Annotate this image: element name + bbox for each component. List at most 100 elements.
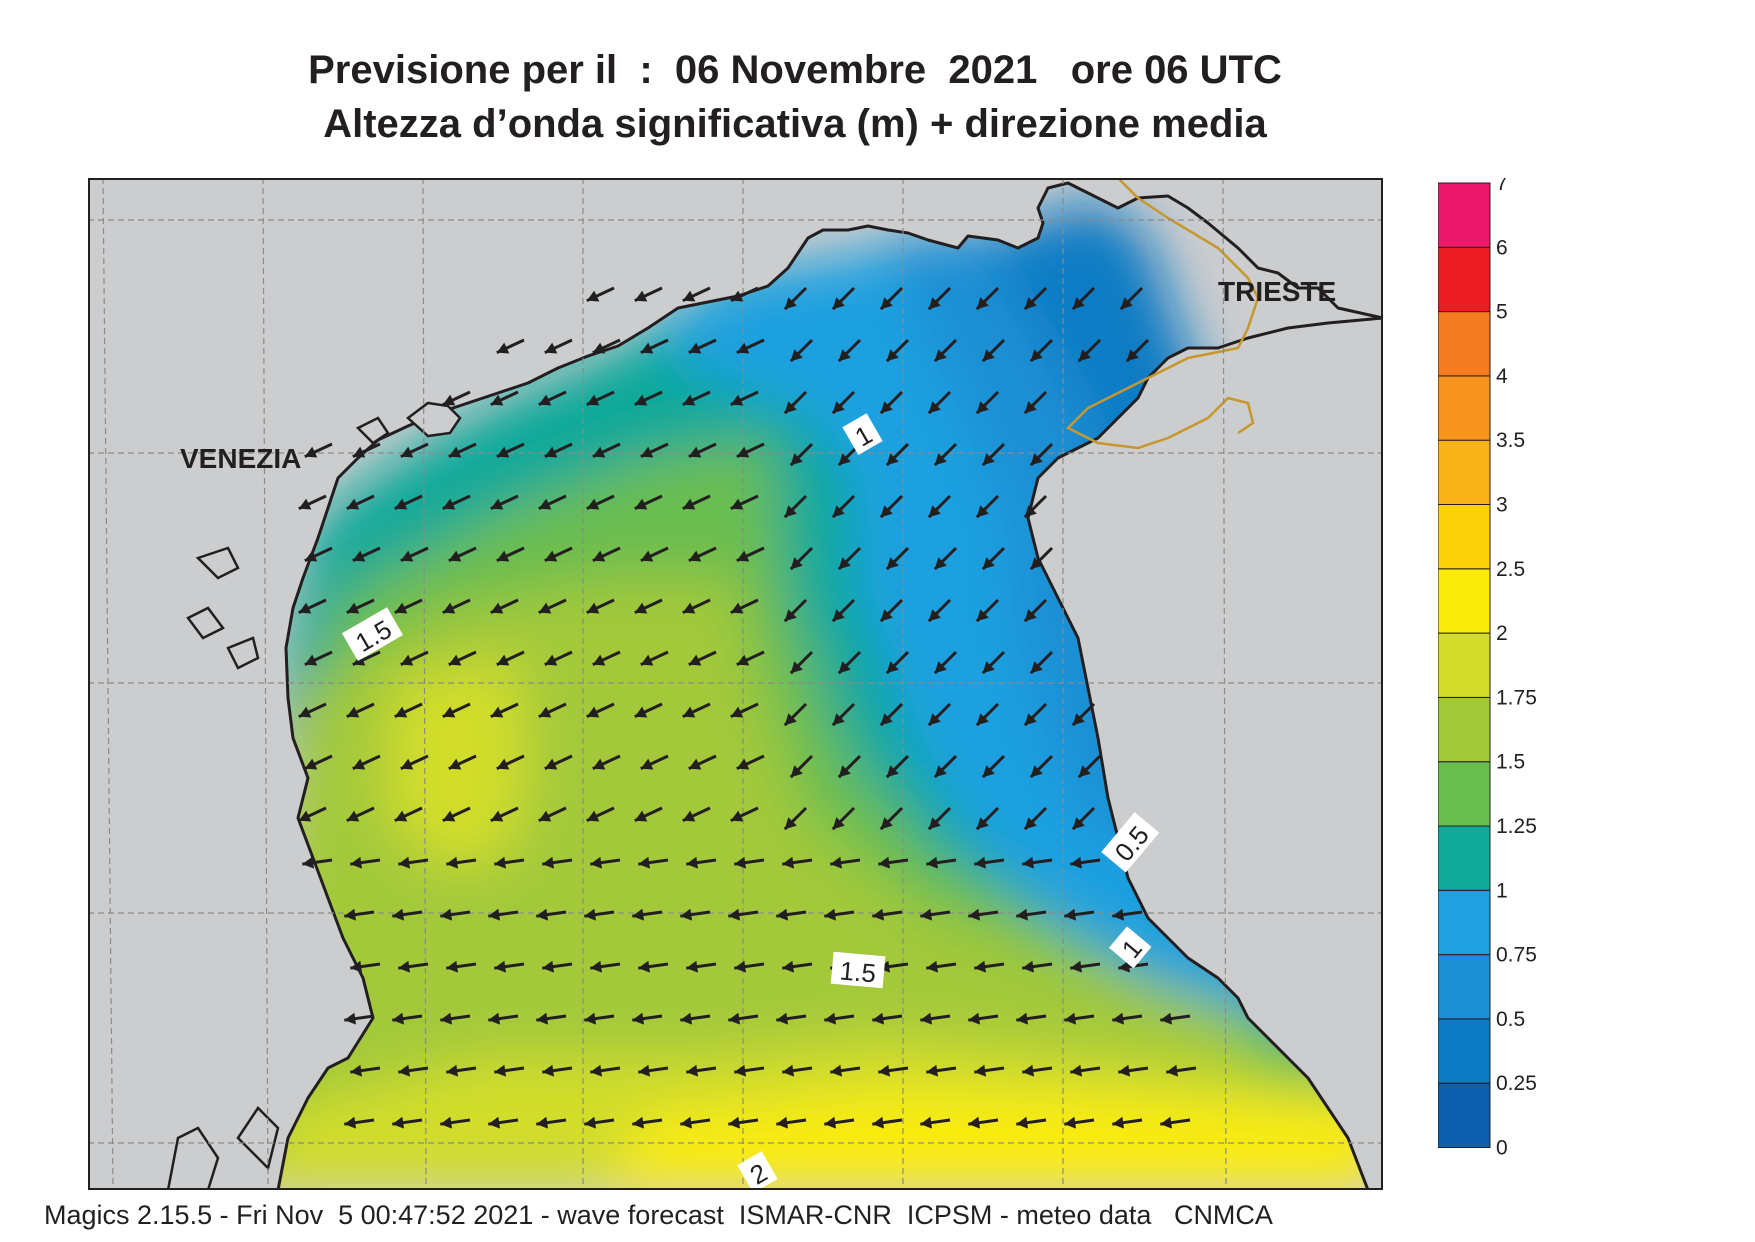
- wave-direction-arrow: [398, 960, 429, 973]
- wave-direction-arrow: [682, 286, 711, 303]
- wave-direction-arrow: [872, 1116, 903, 1129]
- wave-direction-arrow: [789, 442, 814, 467]
- wave-direction-arrow: [490, 806, 519, 823]
- wave-direction-arrow: [1071, 806, 1096, 831]
- wave-direction-arrow: [640, 338, 669, 355]
- wave-direction-arrow: [442, 702, 471, 719]
- wave-direction-arrow: [975, 286, 1000, 311]
- wave-direction-arrow: [831, 390, 856, 415]
- wave-direction-arrow: [298, 598, 327, 615]
- wave-direction-arrow: [968, 908, 999, 921]
- wave-direction-arrow: [688, 338, 717, 355]
- wave-direction-arrow: [304, 754, 333, 771]
- wave-direction-arrow: [442, 390, 471, 407]
- wave-direction-arrow: [736, 754, 765, 771]
- wave-direction-arrow: [686, 960, 717, 973]
- wave-direction-arrow: [346, 494, 375, 511]
- legend-tick-label: 1.25: [1496, 815, 1537, 838]
- legend-box: [1438, 182, 1491, 248]
- wave-direction-arrow: [879, 806, 904, 831]
- wave-direction-arrow: [394, 494, 423, 511]
- land-mask: [88, 178, 1383, 1190]
- wave-direction-arrow: [1077, 754, 1102, 779]
- wave-direction-arrow: [688, 442, 717, 459]
- wave-direction-arrow: [446, 856, 477, 869]
- legend-color-boxes: [1438, 182, 1491, 1149]
- wave-direction-arrow: [1071, 286, 1096, 311]
- wave-direction-arrow: [586, 390, 615, 407]
- wave-direction-arrow: [927, 494, 952, 519]
- wave-direction-arrow: [824, 908, 855, 921]
- wave-direction-arrow: [352, 442, 381, 459]
- wave-direction-arrow: [1070, 856, 1101, 869]
- wave-direction-arrow: [1064, 908, 1095, 921]
- wave-direction-arrow: [789, 338, 814, 363]
- wave-direction-arrow: [304, 442, 333, 459]
- wave-direction-arrow: [981, 338, 1006, 363]
- wave-direction-arrow: [783, 286, 808, 311]
- wave-direction-arrow: [448, 546, 477, 563]
- contour-label: 1.5: [839, 955, 878, 988]
- wave-direction-arrow: [586, 702, 615, 719]
- wave-direction-arrow: [782, 856, 813, 869]
- wave-direction-arrow: [1160, 1012, 1191, 1025]
- wave-direction-arrow: [830, 1064, 861, 1077]
- wave-direction-arrow: [782, 960, 813, 973]
- wave-direction-arrow: [1077, 338, 1102, 363]
- wave-direction-arrow: [927, 286, 952, 311]
- wave-direction-arrow: [975, 806, 1000, 831]
- wave-direction-arrow: [920, 1116, 951, 1129]
- wave-direction-arrow: [688, 650, 717, 667]
- wave-direction-arrow: [783, 598, 808, 623]
- wave-direction-arrow: [592, 442, 621, 459]
- wave-direction-arrow: [1029, 546, 1054, 571]
- legend-tick-label: 3.5: [1496, 429, 1525, 452]
- wave-direction-arrow: [584, 908, 615, 921]
- wave-direction-arrow: [1112, 1012, 1143, 1025]
- north-coast-land: [88, 178, 1383, 1190]
- wave-direction-arrow: [872, 908, 903, 921]
- legend-tick-label: 1.5: [1496, 751, 1525, 774]
- wave-direction-arrow: [1023, 806, 1048, 831]
- city-label-trieste: TRIESTE: [1218, 276, 1336, 307]
- wave-direction-arrow: [927, 806, 952, 831]
- wave-direction-arrow: [400, 754, 429, 771]
- wave-direction-arrow: [442, 806, 471, 823]
- wave-direction-arrow: [440, 1012, 471, 1025]
- wave-direction-arrow: [688, 546, 717, 563]
- legend-tick-labels: 0 0.25 0.5 0.75 1 1.25 1.5 1.75 2 2.5 3 3.5 4 5 6 7: [1496, 178, 1537, 1160]
- wave-direction-arrow: [346, 806, 375, 823]
- wave-direction-arrow: [837, 754, 862, 779]
- wave-direction-arrow: [640, 546, 669, 563]
- wave-direction-arrow: [544, 442, 573, 459]
- wave-direction-arrow: [1064, 1116, 1095, 1129]
- legend-box: [1438, 504, 1491, 570]
- wave-direction-arrow: [1023, 390, 1048, 415]
- wave-direction-arrow: [1112, 908, 1143, 921]
- wave-direction-arrow: [538, 806, 567, 823]
- wave-direction-arrow: [344, 1116, 375, 1129]
- wave-direction-arrow: [496, 754, 525, 771]
- wave-direction-arrow: [879, 598, 904, 623]
- wave-direction-arrow: [981, 754, 1006, 779]
- wave-direction-arrow: [392, 1012, 423, 1025]
- wave-direction-arrow: [638, 1064, 669, 1077]
- legend-tick-label: 3: [1496, 494, 1508, 517]
- wave-direction-arrow: [885, 650, 910, 675]
- wave-direction-arrow: [831, 806, 856, 831]
- wave-direction-arrow: [1016, 908, 1047, 921]
- wave-direction-arrow: [634, 806, 663, 823]
- wave-direction-arrow: [837, 338, 862, 363]
- wave-direction-arrow: [544, 338, 573, 355]
- wave-direction-arrow: [632, 1116, 663, 1129]
- wave-direction-arrow: [682, 390, 711, 407]
- wave-direction-arrow: [831, 494, 856, 519]
- footer-credits: Magics 2.15.5 - Fri Nov 5 00:47:52 2021 …: [44, 1200, 1273, 1230]
- wave-direction-arrow: [968, 1116, 999, 1129]
- wave-direction-arrow: [734, 856, 765, 869]
- wave-direction-arrow: [885, 546, 910, 571]
- wave-direction-arrow: [736, 546, 765, 563]
- wave-direction-arrow: [974, 856, 1005, 869]
- wave-direction-arrow: [878, 856, 909, 869]
- map-frame: [88, 178, 1383, 1190]
